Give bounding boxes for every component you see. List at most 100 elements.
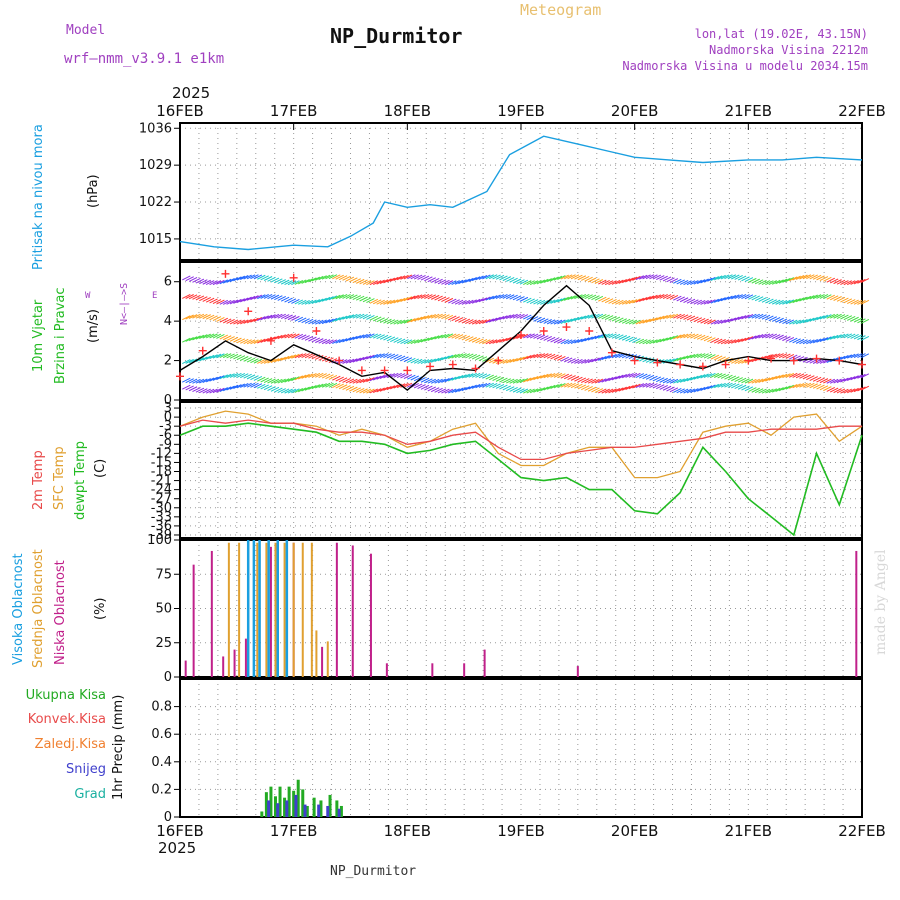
wind-barb (550, 384, 559, 390)
wind-barb (454, 317, 464, 322)
wind-barb (540, 353, 549, 359)
wind-barb (407, 318, 416, 324)
wind-barb (468, 277, 477, 282)
wind-barb (468, 337, 477, 342)
wind-barb (291, 299, 300, 304)
wind-barb (263, 385, 273, 391)
wind-barb (332, 339, 341, 345)
wind-barb (724, 382, 733, 388)
wind-barb (768, 353, 778, 359)
wind-barb (352, 295, 361, 300)
wind-barb (853, 317, 863, 323)
wind-barb (666, 313, 675, 319)
y-tick-label: 0.8 (151, 700, 172, 715)
wind-barb (379, 318, 389, 323)
wind-barb (488, 295, 498, 300)
wind-barb (611, 280, 621, 285)
wind-barb (448, 315, 457, 321)
wind-barb (430, 277, 440, 283)
wind-barb (451, 333, 460, 339)
wind-barb (366, 298, 375, 304)
y-tick-label: 2 (164, 354, 172, 369)
wind-barb (707, 337, 716, 343)
plot-layer: 1015102210291036024630-3-6-9-12-15-18-21… (139, 102, 886, 840)
wind-barb (809, 339, 818, 344)
wind-barb (656, 275, 665, 281)
wind-barb (376, 279, 385, 285)
wind-barb (601, 280, 610, 285)
wind-barb (410, 317, 419, 323)
wind-barb (846, 280, 856, 286)
wind-barb (379, 386, 389, 392)
wind-barb (420, 293, 430, 299)
wind-barb (257, 274, 266, 280)
wind-barb (823, 336, 832, 342)
wind-barb (703, 277, 713, 283)
wind-gust-marker (585, 327, 594, 335)
wind-barb (209, 376, 218, 382)
wind-barb (553, 319, 563, 325)
wind-barb (638, 274, 648, 280)
wind-barb (707, 354, 716, 360)
wind-barb (809, 274, 818, 280)
wind-barb (243, 356, 252, 362)
wind-gust-marker (539, 327, 548, 335)
wind-barb (802, 274, 812, 280)
wind-barb (332, 294, 341, 300)
wind-barb (789, 372, 798, 378)
wind-barb (850, 316, 859, 322)
wind-barb (448, 388, 457, 394)
wind-barb (417, 359, 426, 364)
rain-bar (278, 786, 282, 817)
cloud-mid-bar (315, 630, 318, 677)
wind-barb (765, 280, 774, 286)
wind-barb (499, 275, 508, 281)
wind-barb (727, 294, 737, 300)
wind-barb (819, 378, 829, 384)
wind-barb (591, 387, 600, 393)
wind-barb (188, 378, 198, 384)
wind-barb (693, 334, 702, 340)
wind-barb (212, 333, 222, 339)
wind-barb (427, 314, 437, 319)
wind-barb (591, 357, 600, 363)
wind-barb (512, 295, 522, 301)
wind-barb (744, 314, 754, 319)
wind-barb (604, 377, 614, 382)
wind-barb (727, 274, 737, 280)
wind-barb (226, 278, 235, 283)
wind-barb (219, 353, 229, 359)
wind-barb (536, 299, 546, 305)
x-tick-label-bottom: 16FEB (156, 822, 203, 840)
wind-barb (270, 386, 280, 392)
wind-barb (325, 339, 334, 345)
panel-frame-cloud (179, 539, 863, 678)
wind-barb (584, 294, 593, 300)
wind-barb (205, 333, 215, 339)
wind-barb (226, 336, 235, 341)
wind-barb (857, 278, 866, 284)
wind-barb (342, 377, 351, 383)
wind-barb (608, 388, 617, 394)
wind-barb (816, 377, 825, 383)
wind-barb (836, 296, 846, 302)
wind-barb (243, 319, 252, 324)
wind-barb (724, 295, 733, 301)
wind-barb (656, 384, 665, 390)
wind-barb (301, 318, 310, 324)
wind-barb (280, 378, 290, 384)
wind-barb (826, 313, 835, 319)
wind-barb (611, 333, 621, 339)
wind-gust-marker (562, 323, 571, 332)
wind-barb (700, 278, 709, 284)
wind-barb (785, 336, 795, 342)
wind-gust-marker (471, 364, 480, 373)
wind-barb (550, 319, 559, 325)
wind-barb (533, 279, 542, 285)
wind-barb (666, 294, 675, 300)
wind-barb (229, 384, 239, 390)
wind-barb (366, 354, 375, 360)
wind-barb (185, 337, 194, 342)
wind-barb (778, 386, 788, 392)
wind-barb (260, 315, 269, 321)
